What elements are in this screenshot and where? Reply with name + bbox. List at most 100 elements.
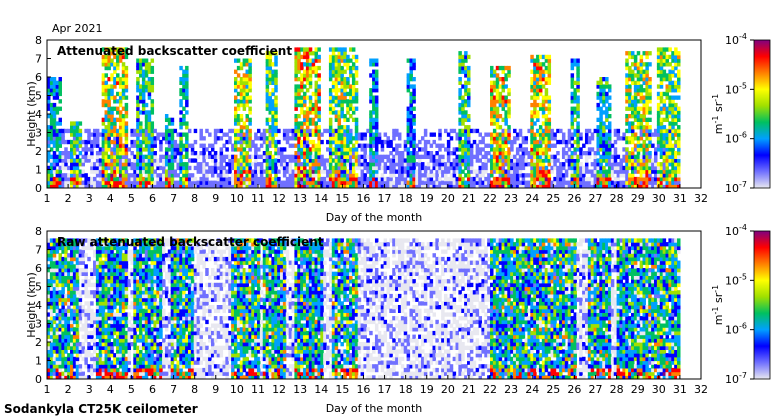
- heatmap-cell: [605, 151, 609, 156]
- heatmap-cell: [645, 54, 649, 60]
- heatmap-cell: [294, 151, 298, 156]
- heatmap-cell: [300, 139, 304, 145]
- heatmap-cell: [507, 88, 511, 93]
- heatmap-cell: [654, 184, 658, 188]
- heatmap-cell: [366, 184, 370, 188]
- heatmap-cell: [95, 290, 100, 295]
- heatmap-cell: [625, 58, 629, 63]
- heatmap-cell: [449, 151, 454, 156]
- heatmap-cell: [101, 117, 106, 122]
- heatmap-cell: [101, 184, 106, 188]
- heatmap-cell: [124, 128, 129, 134]
- heatmap-cell: [185, 184, 189, 188]
- heatmap-cell: [360, 158, 365, 163]
- heatmap-cell: [75, 297, 80, 302]
- heatmap-cell: [199, 143, 203, 148]
- heatmap-cell: [282, 165, 287, 171]
- heatmap-cell: [176, 132, 180, 137]
- heatmap-cell: [282, 158, 287, 163]
- heatmap-cell: [124, 121, 129, 126]
- heatmap-cell: [628, 65, 632, 71]
- heatmap-cell: [461, 102, 465, 108]
- heatmap-cell: [110, 73, 114, 78]
- heatmap-cell: [648, 154, 652, 159]
- heatmap-cell: [121, 114, 126, 119]
- heatmap-cell: [121, 88, 126, 93]
- heatmap-cell: [147, 95, 152, 100]
- heatmap-cell: [52, 102, 57, 108]
- heatmap-cell: [257, 165, 261, 171]
- heatmap-cell: [61, 136, 65, 141]
- heatmap-cell: [584, 136, 589, 141]
- heatmap-cell: [265, 136, 270, 141]
- heatmap-cell: [81, 334, 85, 339]
- heatmap-cell: [101, 54, 106, 60]
- heatmap-cell: [383, 176, 388, 182]
- heatmap-cell: [87, 180, 91, 185]
- heatmap-cell: [141, 69, 146, 74]
- heatmap-cell: [245, 99, 249, 104]
- heatmap-cell: [58, 132, 62, 137]
- heatmap-cell: [193, 180, 198, 185]
- heatmap-cell: [95, 323, 100, 328]
- heatmap-cell: [72, 312, 77, 317]
- heatmap-cell: [104, 147, 109, 152]
- heatmap-cell: [130, 165, 134, 171]
- heatmap-cell: [84, 327, 88, 332]
- heatmap-cell: [170, 165, 175, 171]
- heatmap-cell: [297, 125, 301, 130]
- heatmap-cell: [547, 77, 552, 82]
- heatmap-cell: [636, 136, 641, 141]
- heatmap-cell: [559, 173, 563, 178]
- heatmap-cell: [340, 69, 344, 74]
- heatmap-cell: [294, 47, 298, 52]
- heatmap-cell: [199, 136, 203, 141]
- heatmap-cell: [423, 173, 428, 178]
- heatmap-cell: [668, 99, 672, 104]
- heatmap-cell: [642, 176, 646, 182]
- heatmap-cell: [90, 238, 94, 243]
- heatmap-cell: [141, 176, 146, 182]
- heatmap-cell: [481, 165, 485, 171]
- heatmap-cell: [415, 180, 419, 185]
- heatmap-cell: [87, 290, 91, 295]
- heatmap-cell: [530, 117, 534, 122]
- heatmap-cell: [596, 176, 600, 182]
- heatmap-cell: [58, 334, 62, 339]
- heatmap-cell: [259, 176, 264, 182]
- heatmap-cell: [584, 162, 589, 167]
- heatmap-cell: [58, 316, 62, 321]
- heatmap-cell: [490, 114, 494, 119]
- heatmap-cell: [438, 180, 442, 185]
- heatmap-cell: [52, 176, 57, 182]
- heatmap-cell: [351, 169, 356, 174]
- heatmap-cell: [147, 169, 152, 174]
- heatmap-cell: [182, 88, 186, 93]
- heatmap-cell: [285, 165, 290, 171]
- heatmap-cell: [70, 147, 74, 152]
- heatmap-cell: [193, 151, 198, 156]
- heatmap-cell: [95, 169, 100, 174]
- heatmap-cell: [605, 117, 609, 122]
- heatmap-cell: [648, 106, 652, 111]
- heatmap-cell: [351, 136, 356, 141]
- heatmap-cell: [628, 154, 632, 159]
- heatmap-cell: [173, 158, 178, 163]
- heatmap-cell: [446, 176, 451, 182]
- heatmap-cell: [374, 180, 379, 185]
- heatmap-cell: [147, 69, 152, 74]
- heatmap-cell: [228, 184, 232, 188]
- heatmap-cell: [343, 147, 347, 152]
- heatmap-cell: [475, 184, 480, 188]
- heatmap-cell: [242, 184, 247, 188]
- heatmap-cell: [547, 99, 552, 104]
- heatmap-cell: [633, 73, 638, 78]
- heatmap-cell: [340, 128, 344, 134]
- heatmap-cell: [372, 136, 376, 141]
- heatmap-cell: [409, 62, 413, 67]
- heatmap-cell: [406, 132, 411, 137]
- heatmap-cell: [461, 158, 465, 163]
- heatmap-cell: [173, 169, 178, 174]
- heatmap-cell: [98, 184, 103, 188]
- heatmap-cell: [323, 180, 327, 185]
